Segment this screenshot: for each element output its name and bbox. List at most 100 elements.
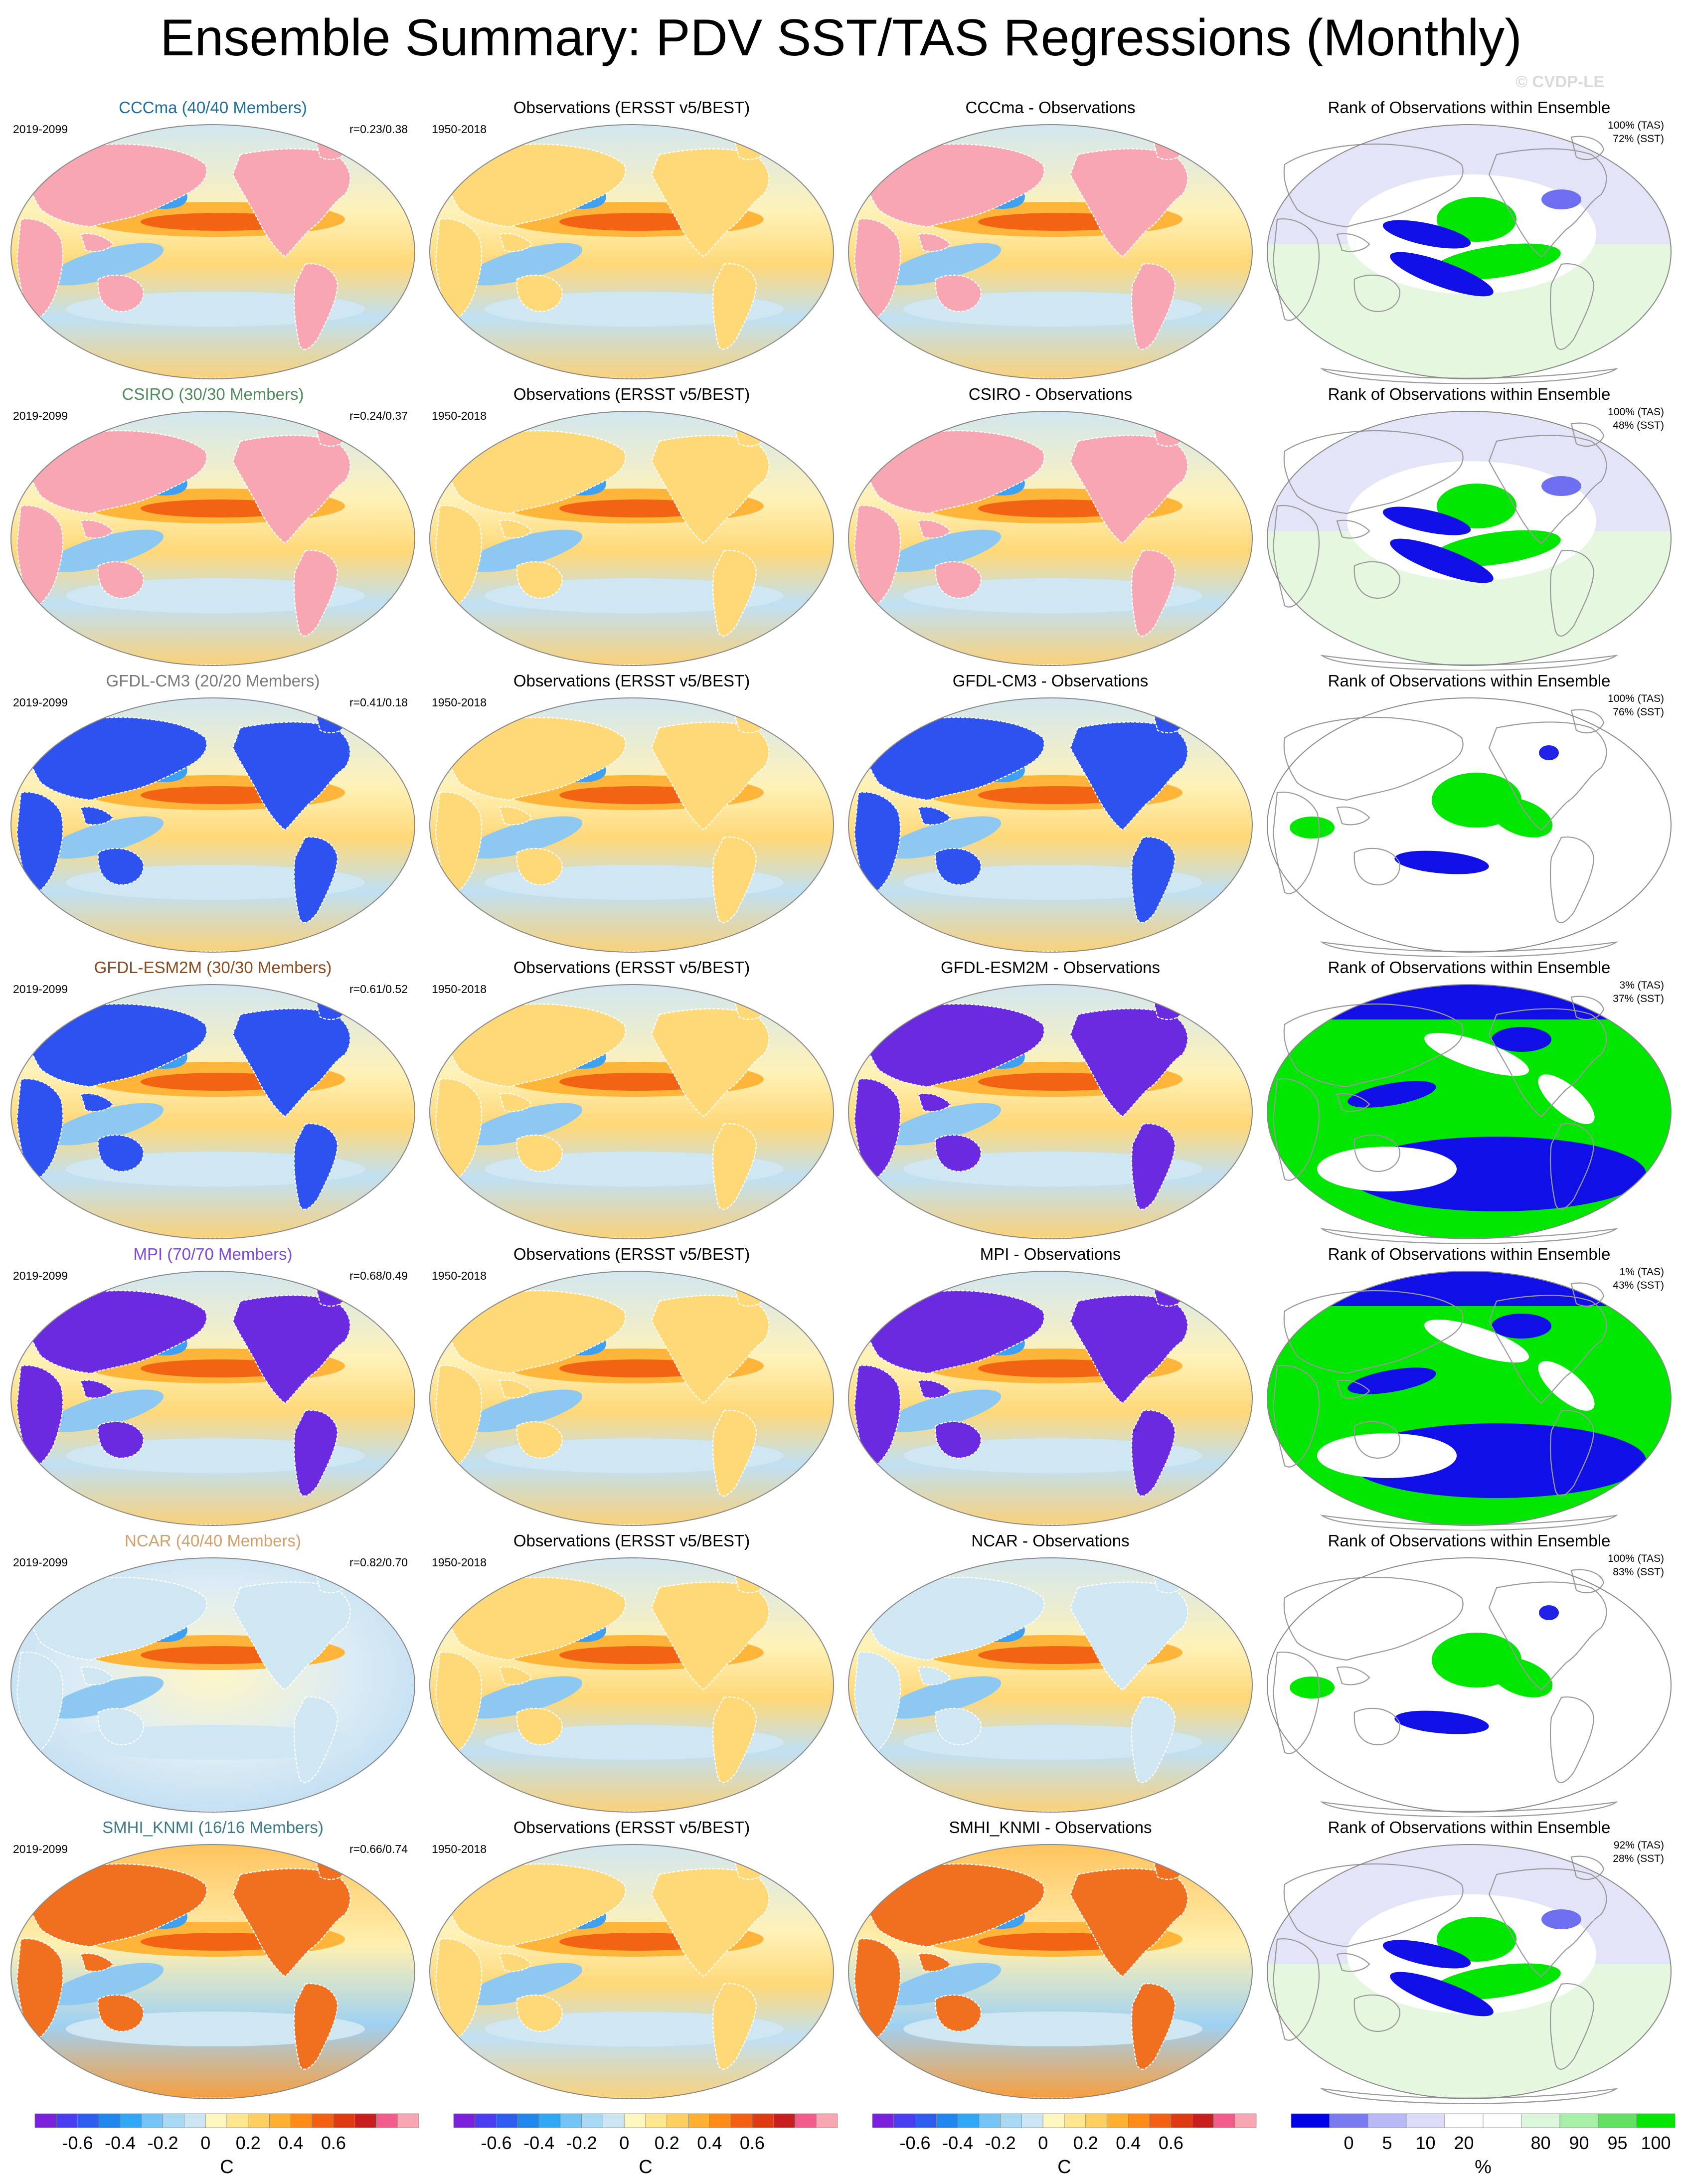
map-outline: [10, 984, 415, 1239]
colorbar-swatch: [56, 2113, 78, 2128]
map-field: [430, 1845, 834, 2099]
time-period-label: 1950-2018: [432, 1269, 487, 1282]
map-field: [1267, 1845, 1671, 2099]
continent-australia: [935, 1134, 982, 1173]
correlation-label: r=0.24/0.37: [349, 409, 408, 422]
colorbar-unit: C: [220, 2157, 234, 2178]
map-field: [11, 985, 415, 1239]
map-outline: [10, 1271, 415, 1526]
colorbar-swatch: [248, 2113, 270, 2128]
continent-south-america: [712, 263, 757, 350]
colorbar-swatch: [538, 2113, 561, 2128]
map-obs: [429, 1844, 834, 2099]
time-period-label: 2019-2099: [13, 123, 68, 136]
continent-north-america: [1488, 721, 1607, 831]
continent-south-america: [1131, 1696, 1176, 1783]
colorbar-swatch: [603, 2113, 625, 2128]
colorbar-swatch: [184, 2113, 206, 2128]
continent-asia: [446, 1863, 626, 1948]
colorbar-tick-label: -0.6: [899, 2133, 931, 2153]
colorbar-swatches: [453, 2113, 838, 2128]
continent-australia: [935, 847, 982, 886]
map-field: [1267, 125, 1671, 379]
continent-greenland: [733, 1855, 767, 1880]
watermark: © CVDP-LE: [1515, 72, 1605, 91]
panel-rank: Rank of Observations within Ensemble 1% (…: [1262, 1244, 1676, 1531]
colorbar-swatch: [624, 2113, 646, 2128]
rank-low-region: [1541, 1909, 1581, 1929]
continent-greenland: [1152, 422, 1186, 447]
colorbar-observations: -0.6 -0.4 -0.2 0 0.2 0.4 0.6 C: [439, 2112, 852, 2178]
continent-maritime: [499, 806, 533, 826]
colorbar-tick-label: -0.4: [942, 2133, 974, 2153]
map-field: [1267, 1271, 1671, 1525]
colorbar-swatch: [1149, 2113, 1172, 2128]
colorbar-tick-label: -0.4: [105, 2133, 136, 2153]
continent-maritime: [1336, 1093, 1370, 1112]
colorbar-tick-label: 0: [200, 2133, 211, 2153]
continent-greenland: [314, 709, 348, 734]
colorbar-swatch: [1042, 2113, 1065, 2128]
south-pacific-anomaly: [47, 1103, 164, 1146]
colorbar-swatch: [1329, 2113, 1368, 2128]
colorbar-swatch: [1559, 2113, 1599, 2128]
rank-low-region: [1539, 745, 1559, 760]
continent-south-america: [712, 1983, 757, 2070]
colorbar-swatch: [1406, 2113, 1445, 2128]
colorbar-swatch: [979, 2113, 1001, 2128]
panel-title: CSIRO - Observations: [968, 385, 1133, 403]
rank-percent-label: 100% (TAS) 48% (SST): [1608, 406, 1664, 431]
continent-greenland: [733, 709, 767, 734]
panel-title: SMHI_KNMI (16/16 Members): [102, 1818, 324, 1837]
continent-maritime: [1336, 1666, 1370, 1685]
map-field: [848, 985, 1252, 1239]
map-field: [11, 125, 415, 379]
continent-asia: [446, 430, 626, 514]
continent-australia: [516, 1994, 563, 2032]
panel-title: Observations (ERSST v5/BEST): [513, 1818, 750, 1837]
map-outline: [1267, 124, 1672, 379]
south-pacific-anomaly: [885, 243, 1002, 286]
map-obs: [429, 1271, 834, 1526]
continent-greenland: [733, 996, 767, 1020]
continent-greenland: [1570, 1855, 1605, 1880]
south-pacific-anomaly: [466, 1963, 583, 2006]
continent-australia: [97, 1134, 144, 1173]
colorbar-unit: C: [1057, 2157, 1071, 2178]
colorbar-swatch: [475, 2113, 497, 2128]
rank-percent-label: 100% (TAS) 83% (SST): [1608, 1553, 1664, 1578]
continent-greenland: [314, 996, 348, 1020]
colorbar-swatch: [1128, 2113, 1150, 2128]
continent-maritime: [80, 1379, 114, 1399]
colorbar-tick-label: -0.6: [62, 2133, 93, 2153]
continent-greenland: [1152, 1569, 1186, 1594]
map-outline: [1267, 1844, 1672, 2099]
rank-low-region: [1390, 252, 1494, 297]
panel-title: Rank of Observations within Ensemble: [1328, 1531, 1611, 1550]
colorbar-tick-label: 0.4: [1116, 2133, 1141, 2153]
continent-australia: [516, 274, 563, 313]
time-period-label: 2019-2099: [13, 1556, 68, 1569]
panel-rank: Rank of Observations within Ensemble 100%…: [1262, 98, 1676, 384]
map-outline: [10, 697, 415, 953]
map-obs: [429, 1557, 834, 1813]
panel-title: GFDL-CM3 (20/20 Members): [106, 672, 320, 690]
south-pacific-anomaly: [885, 1389, 1002, 1432]
colorbar-difference: -0.6 -0.4 -0.2 0 0.2 0.4 0.6 C: [857, 2112, 1271, 2178]
panel-diff: CCCma - Observations: [843, 98, 1257, 384]
colorbar-tick-label: 0.2: [654, 2133, 679, 2153]
colorbar-swatch: [34, 2113, 57, 2128]
continent-asia: [446, 1576, 626, 1661]
colorbar-swatch: [120, 2113, 142, 2128]
panel-title: Observations (ERSST v5/BEST): [513, 1531, 750, 1550]
continent-south-america: [1131, 1409, 1176, 1497]
colorbar-swatch: [893, 2113, 915, 2128]
continent-greenland: [1152, 996, 1186, 1020]
continent-south-america: [1549, 1983, 1595, 2070]
continent-australia: [516, 1134, 563, 1173]
map-field: [848, 1845, 1252, 2099]
continent-greenland: [1570, 136, 1605, 161]
colorbar-swatch: [98, 2113, 121, 2128]
continent-south-america: [1549, 1123, 1595, 1210]
continent-maritime: [917, 806, 952, 826]
